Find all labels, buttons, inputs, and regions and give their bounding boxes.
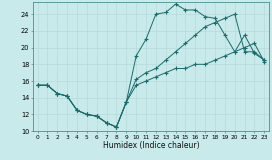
X-axis label: Humidex (Indice chaleur): Humidex (Indice chaleur) bbox=[103, 141, 199, 150]
